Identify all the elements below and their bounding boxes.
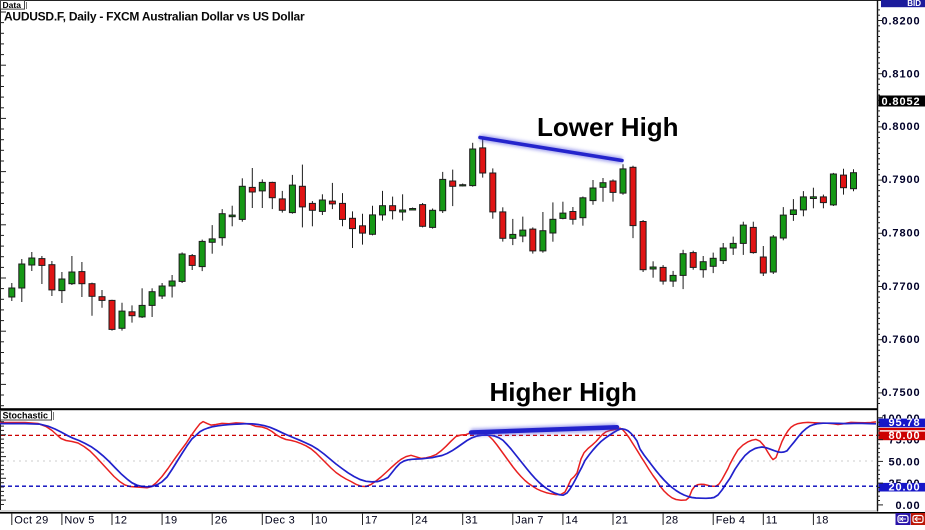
svg-text:Jan 7: Jan 7 xyxy=(515,515,543,526)
svg-text:18: 18 xyxy=(816,515,829,526)
svg-text:Lower High: Lower High xyxy=(537,112,679,142)
svg-text:19: 19 xyxy=(165,515,178,526)
svg-text:28: 28 xyxy=(666,515,679,526)
svg-text:Stochastic: Stochastic xyxy=(3,411,49,421)
svg-text:12: 12 xyxy=(115,515,128,526)
svg-text:0.8200: 0.8200 xyxy=(881,16,920,28)
svg-text:Higher High: Higher High xyxy=(490,377,637,407)
svg-text:24: 24 xyxy=(415,515,428,526)
svg-text:21: 21 xyxy=(616,515,629,526)
svg-text:0.7900: 0.7900 xyxy=(881,174,920,186)
svg-text:0.8052: 0.8052 xyxy=(881,96,920,108)
svg-text:0.8000: 0.8000 xyxy=(881,121,920,133)
svg-text:17: 17 xyxy=(365,515,378,526)
svg-text:31: 31 xyxy=(465,515,478,526)
svg-text:26: 26 xyxy=(215,515,228,526)
svg-text:20.00: 20.00 xyxy=(888,481,920,493)
svg-text:0.7700: 0.7700 xyxy=(881,281,920,293)
svg-text:Dec 3: Dec 3 xyxy=(265,515,295,526)
svg-text:Nov 5: Nov 5 xyxy=(64,515,94,526)
svg-text:BID: BID xyxy=(907,0,921,8)
svg-text:95.78: 95.78 xyxy=(888,417,920,429)
svg-text:0.7800: 0.7800 xyxy=(881,227,920,239)
svg-text:0.7500: 0.7500 xyxy=(881,387,920,399)
svg-text:80.00: 80.00 xyxy=(888,430,920,442)
svg-text:0.00: 0.00 xyxy=(895,500,920,512)
svg-text:11: 11 xyxy=(766,515,778,526)
svg-text:10: 10 xyxy=(315,515,328,526)
svg-text:50.00: 50.00 xyxy=(888,456,920,468)
svg-text:Oct 29: Oct 29 xyxy=(14,515,48,526)
svg-text:0.8100: 0.8100 xyxy=(881,69,920,81)
svg-text:Data: Data xyxy=(3,0,22,10)
svg-text:Feb 4: Feb 4 xyxy=(716,515,746,526)
svg-text:0.7600: 0.7600 xyxy=(881,334,920,346)
svg-text:AUDUSD.F, Daily - FXCM Austral: AUDUSD.F, Daily - FXCM Australian Dollar… xyxy=(4,10,305,24)
svg-text:14: 14 xyxy=(565,515,578,526)
